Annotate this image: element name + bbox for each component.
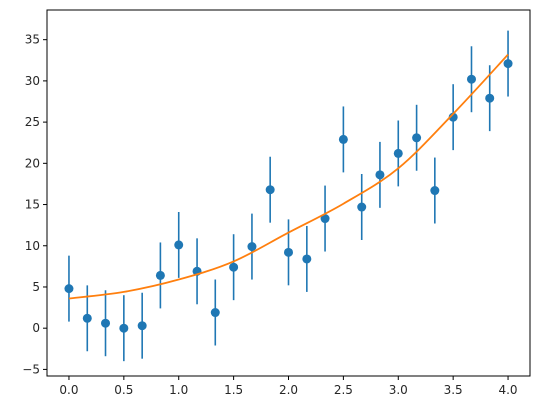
x-tick-label: 0.5 [114, 383, 133, 397]
x-tick-label: 0.0 [59, 383, 78, 397]
x-tick-label: 1.5 [224, 383, 243, 397]
y-tick-label: −5 [22, 362, 40, 376]
data-point [82, 313, 92, 323]
data-point [229, 262, 239, 272]
x-tick-label: 3.0 [389, 383, 408, 397]
x-tick-label: 2.5 [334, 383, 353, 397]
data-point [320, 214, 330, 224]
y-tick-label: 30 [25, 74, 40, 88]
data-point [302, 254, 312, 264]
data-point [210, 308, 220, 318]
data-point [503, 59, 513, 69]
data-point [101, 318, 111, 328]
y-tick-label: 5 [32, 280, 40, 294]
fit-curve [68, 53, 509, 300]
data-point [174, 240, 184, 250]
data-point [412, 133, 422, 143]
data-point [119, 323, 129, 333]
data-point [485, 93, 495, 103]
data-point [64, 284, 74, 294]
data-point [393, 148, 403, 158]
data-point [247, 242, 257, 252]
y-tick-label: 10 [25, 239, 40, 253]
y-tick-label: 15 [25, 198, 40, 212]
y-tick-label: 25 [25, 115, 40, 129]
marks-layer [64, 30, 513, 362]
data-point [155, 270, 165, 280]
x-tick-label: 4.0 [498, 383, 517, 397]
axes-layer: 0.0 0.5 1.0 1.5 2.0 2.5 3.0 3.5 4.0 −5 0 5 10 15 20 25 3… [22, 9, 531, 397]
x-tick-label: 2.0 [279, 383, 298, 397]
y-tick-label: 35 [25, 33, 40, 47]
data-point [265, 185, 275, 195]
data-group [64, 30, 513, 362]
data-point [338, 134, 348, 144]
data-point [375, 170, 385, 180]
data-point [137, 321, 147, 331]
data-point [284, 247, 293, 257]
y-tick-label: 20 [25, 156, 40, 170]
data-point [430, 186, 440, 196]
data-point [357, 202, 367, 212]
x-tick-label: 3.5 [444, 383, 463, 397]
y-tick-label: 0 [32, 321, 40, 335]
data-point [466, 74, 476, 84]
x-tick-label: 1.0 [169, 383, 188, 397]
